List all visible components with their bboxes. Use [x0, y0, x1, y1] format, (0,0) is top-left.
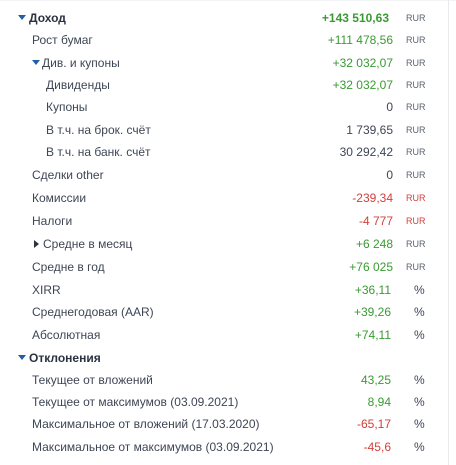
row-aar: Среднегодовая (AAR) +39,26 %: [0, 301, 448, 323]
row-label: Максимальное от максимумов (03.09.2021): [32, 440, 274, 454]
row-label: Отклонения: [29, 351, 101, 365]
row-dividends-coupons[interactable]: Див. и купоны +32 032,07 RUR: [0, 52, 448, 74]
row-label: В т.ч. на банк. счёт: [46, 145, 151, 159]
row-xirr: XIRR +36,11 %: [0, 279, 448, 301]
row-unit: %: [414, 283, 425, 297]
row-value: +32 032,07: [332, 78, 393, 92]
chevron-down-icon[interactable]: [18, 355, 26, 360]
row-value: +143 510,63: [321, 11, 389, 25]
row-dividends: Дивиденды +32 032,07 RUR: [0, 74, 448, 96]
row-label: Налоги: [32, 214, 73, 228]
row-label: Среднегодовая (AAR): [32, 305, 154, 319]
row-taxes: Налоги -4 777 RUR: [0, 210, 448, 232]
row-value: 8,94: [367, 395, 391, 409]
row-value: 43,25: [360, 373, 391, 387]
row-commissions: Комиссии -239,34 RUR: [0, 187, 448, 209]
row-value: 1 739,65: [346, 123, 393, 137]
row-unit: RUR: [406, 125, 426, 135]
row-label: XIRR: [32, 283, 61, 297]
row-income[interactable]: Доход +143 510,63 RUR: [0, 7, 448, 29]
row-label: Рост бумаг: [32, 33, 93, 47]
row-value: +32 032,07: [332, 56, 393, 70]
row-other-deals: Сделки other 0 RUR: [0, 164, 448, 186]
row-absolute: Абсолютная +74,11 %: [0, 324, 448, 346]
row-label: Доход: [29, 11, 66, 25]
row-label: Текущее от максимумов (03.09.2021): [32, 395, 239, 409]
row-label: Див. и купоны: [42, 56, 120, 70]
row-label: Купоны: [46, 100, 88, 114]
row-unit: RUR: [406, 80, 426, 90]
row-monthly-average[interactable]: Средне в месяц +6 248 RUR: [0, 233, 448, 255]
row-value: 0: [386, 168, 393, 182]
chevron-right-icon[interactable]: [34, 240, 39, 248]
row-value: -45,6: [363, 440, 391, 454]
row-label: Текущее от вложений: [32, 373, 153, 387]
row-unit: RUR: [406, 13, 426, 23]
row-unit: RUR: [406, 262, 426, 272]
row-deviations[interactable]: Отклонения: [0, 347, 448, 369]
row-label: Сделки other: [32, 168, 104, 182]
row-unit: %: [414, 373, 425, 387]
row-value: +36,11: [354, 283, 391, 297]
row-label: Абсолютная: [32, 328, 101, 342]
row-label: Дивиденды: [46, 78, 110, 92]
row-value: +39,26: [353, 305, 391, 319]
row-label: Средне в месяц: [43, 237, 133, 251]
row-value: -4 777: [358, 214, 393, 228]
row-unit: RUR: [406, 239, 426, 249]
row-unit: %: [414, 440, 425, 454]
row-unit: RUR: [406, 35, 426, 45]
row-value: -65,17: [356, 417, 391, 431]
row-yearly-average: Средне в год +76 025 RUR: [0, 256, 448, 278]
row-unit: %: [414, 417, 425, 431]
chevron-down-icon[interactable]: [18, 15, 26, 20]
panel-right-border: [448, 0, 449, 465]
row-value: +111 478,56: [327, 33, 393, 47]
row-coupons: Купоны 0 RUR: [0, 96, 448, 118]
row-unit: RUR: [406, 170, 426, 180]
row-label: Максимальное от вложений (17.03.2020): [32, 417, 260, 431]
row-label: Комиссии: [32, 191, 87, 205]
row-value: 0: [386, 100, 393, 114]
row-max-from-investments: Максимальное от вложений (17.03.2020) -6…: [0, 413, 448, 435]
row-value: +76 025: [349, 260, 393, 274]
row-current-from-max: Текущее от максимумов (03.09.2021) 8,94 …: [0, 391, 448, 413]
row-value: +6 248: [355, 237, 393, 251]
panel-top-border: [0, 0, 456, 1]
row-unit: %: [414, 305, 425, 319]
row-value: -239,34: [352, 191, 393, 205]
row-bank-account: В т.ч. на банк. счёт 30 292,42 RUR: [0, 141, 448, 163]
row-current-from-investments: Текущее от вложений 43,25 %: [0, 369, 448, 391]
row-unit: %: [414, 328, 425, 342]
row-unit: RUR: [406, 58, 426, 68]
row-broker-account: В т.ч. на брок. счёт 1 739,65 RUR: [0, 119, 448, 141]
row-label: Средне в год: [32, 260, 105, 274]
row-unit: %: [414, 395, 425, 409]
chevron-down-icon[interactable]: [32, 60, 40, 65]
row-label: В т.ч. на брок. счёт: [46, 123, 151, 137]
row-unit: RUR: [406, 102, 426, 112]
row-unit: RUR: [406, 193, 426, 203]
row-value: 30 292,42: [339, 145, 393, 159]
row-securities-growth: Рост бумаг +111 478,56 RUR: [0, 29, 448, 51]
row-value: +74,11: [354, 328, 391, 342]
row-unit: RUR: [406, 216, 426, 226]
row-max-from-max: Максимальное от максимумов (03.09.2021) …: [0, 436, 448, 458]
row-unit: RUR: [406, 147, 426, 157]
